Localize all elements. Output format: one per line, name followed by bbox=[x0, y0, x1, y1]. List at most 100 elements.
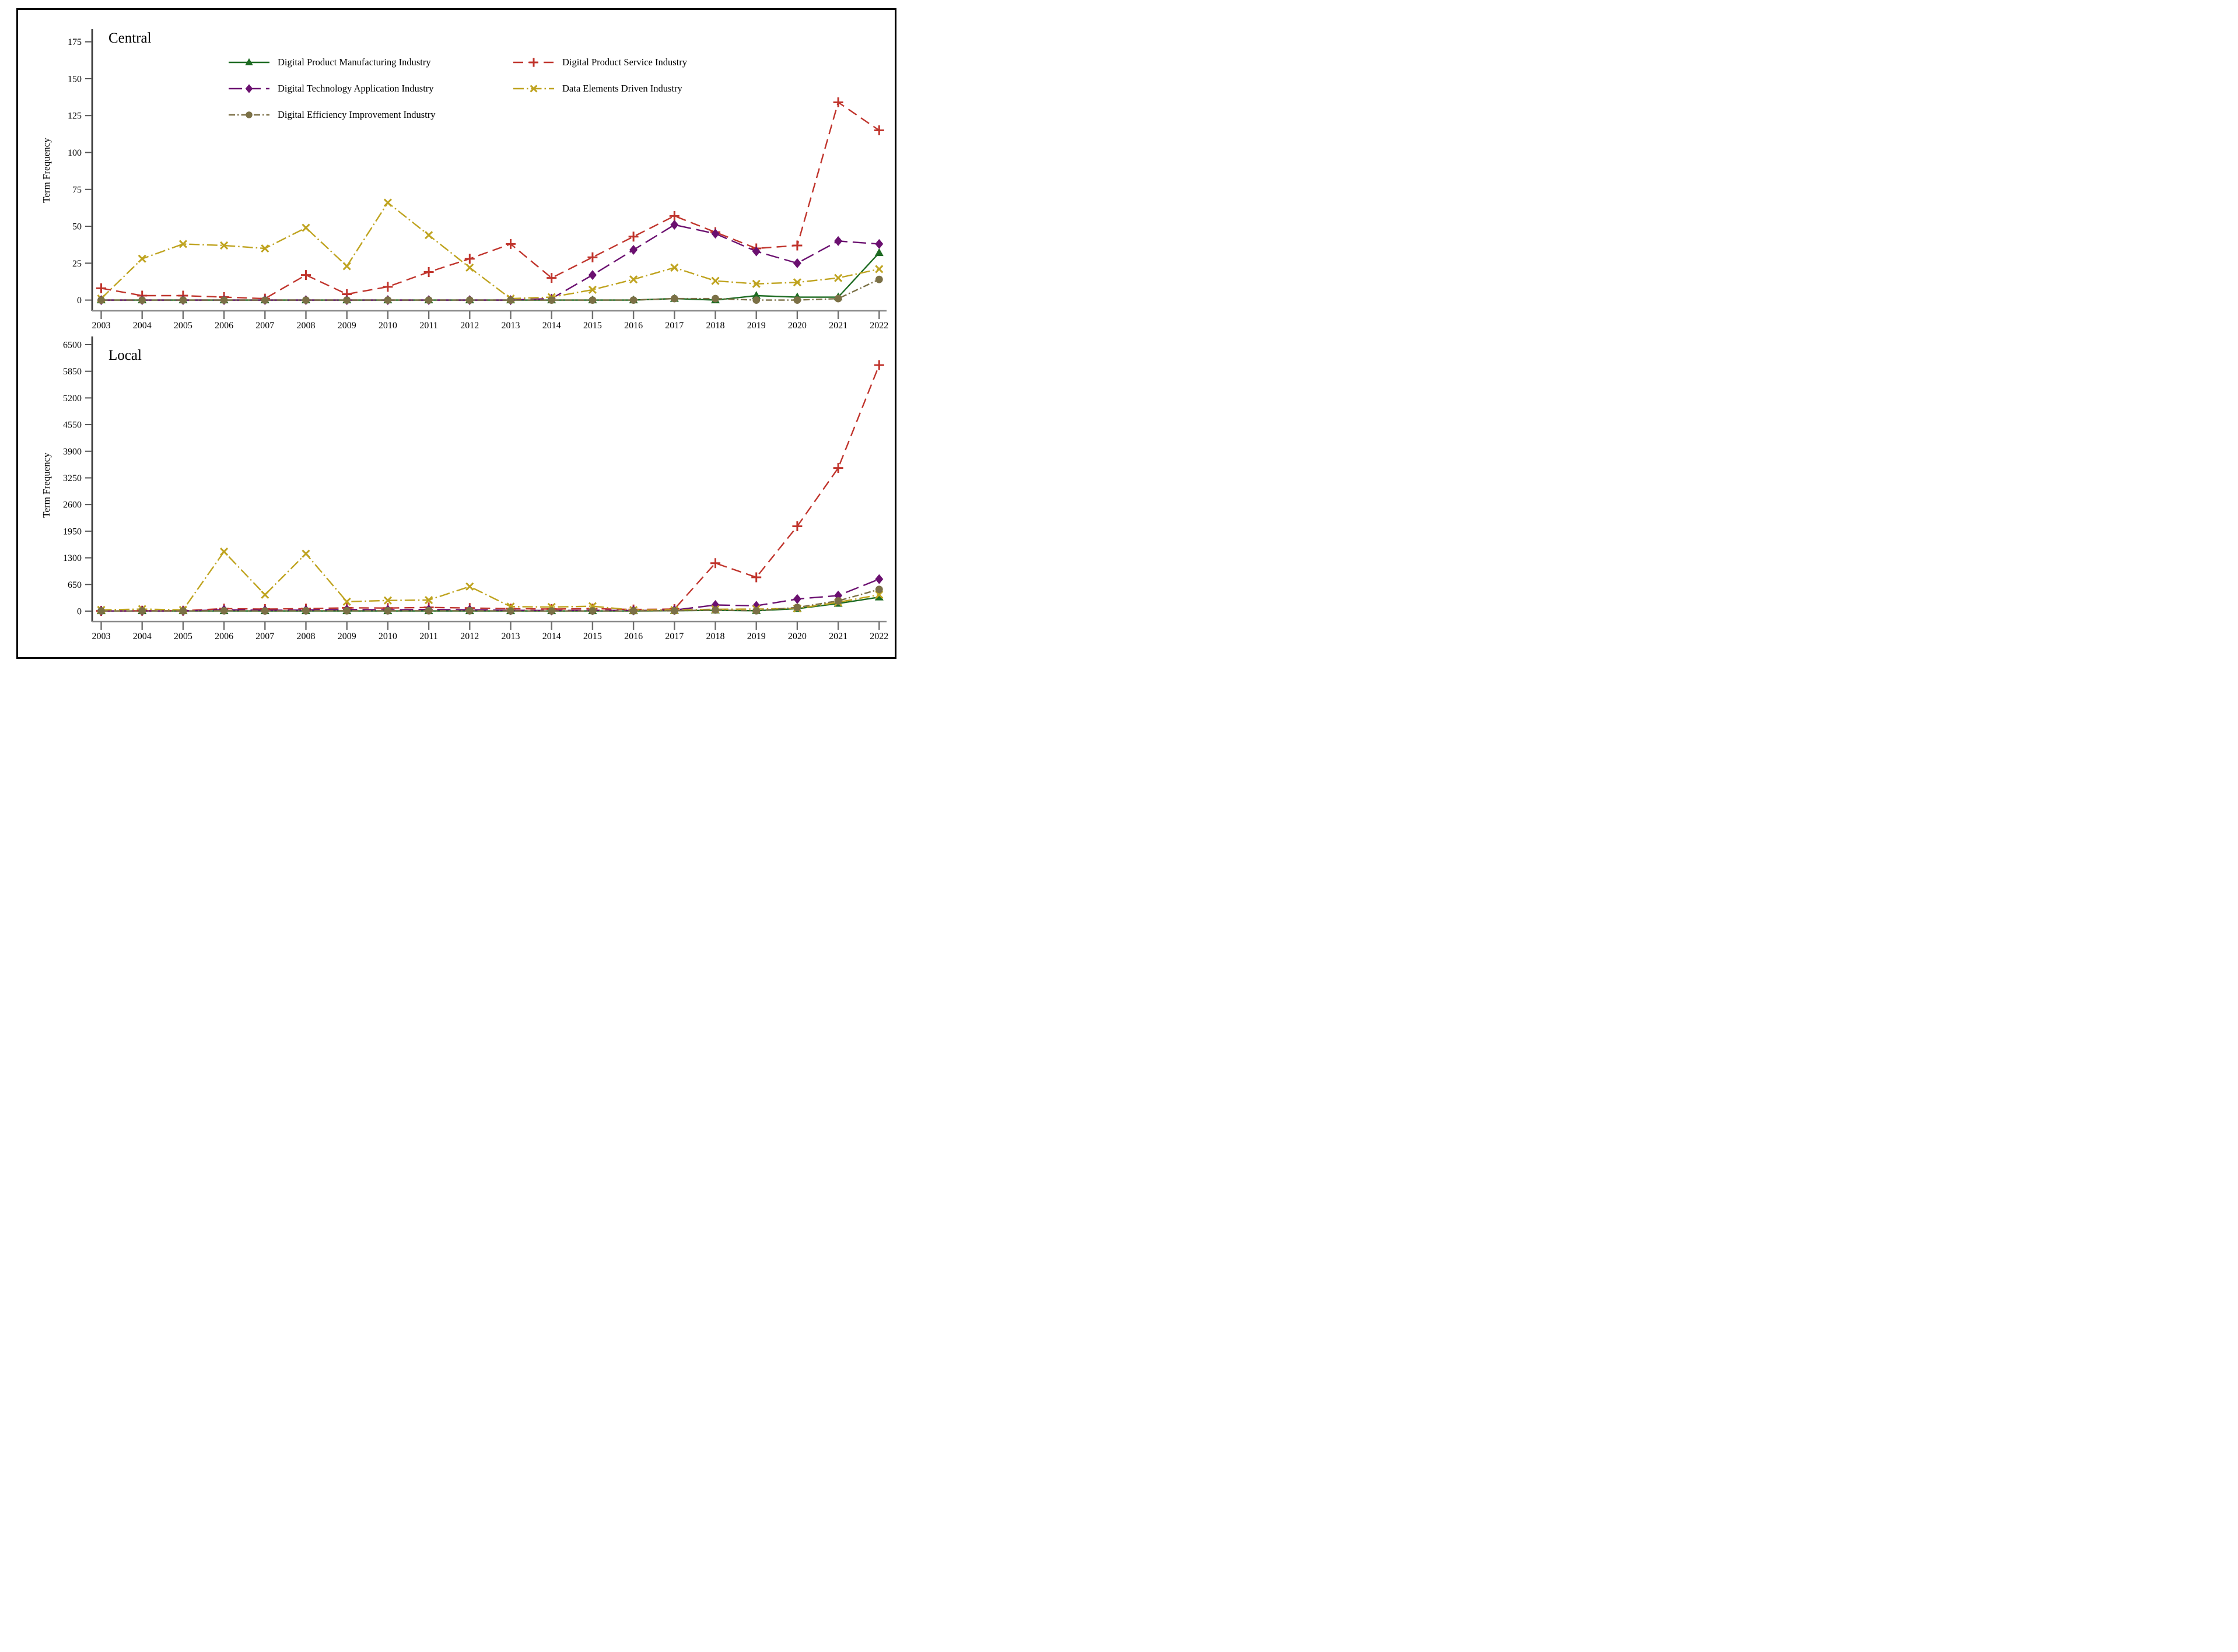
circle-marker bbox=[548, 607, 556, 615]
x-marker bbox=[530, 85, 538, 93]
plus-marker bbox=[833, 97, 843, 107]
x-marker bbox=[383, 198, 392, 207]
diamond-marker bbox=[875, 574, 884, 584]
x-tick-label: 2017 bbox=[665, 632, 684, 641]
legend-item-data-elements: Data Elements Driven Industry bbox=[512, 83, 682, 94]
x-tick-label: 2022 bbox=[870, 632, 888, 641]
y-tick-label: 2600 bbox=[63, 500, 82, 510]
circle-marker bbox=[834, 597, 842, 605]
x-tick-label: 2017 bbox=[665, 321, 684, 331]
circle-marker bbox=[670, 294, 678, 303]
circle-marker bbox=[548, 296, 556, 304]
x-marker bbox=[465, 582, 474, 591]
x-tick-label: 2012 bbox=[460, 632, 479, 641]
diamond-marker bbox=[834, 236, 843, 246]
legend-label-technology: Digital Technology Application Industry bbox=[278, 83, 434, 94]
y-tick-label: 3900 bbox=[63, 447, 82, 457]
circle-marker bbox=[507, 296, 514, 304]
circle-marker bbox=[384, 606, 392, 615]
circle-marker bbox=[834, 294, 842, 303]
diamond-marker bbox=[670, 220, 679, 230]
y-tick-label: 150 bbox=[68, 74, 82, 84]
series-line bbox=[101, 364, 880, 612]
series-data-elements-driven-industry bbox=[97, 198, 884, 303]
x-marker bbox=[588, 285, 597, 294]
series-line bbox=[101, 279, 880, 301]
legend-swatch-service bbox=[513, 58, 554, 67]
circle-marker bbox=[712, 606, 719, 614]
circle-marker bbox=[589, 296, 597, 304]
circle-marker bbox=[220, 296, 228, 304]
plus-marker bbox=[529, 58, 538, 67]
x-tick-label: 2007 bbox=[255, 632, 274, 641]
circle-marker bbox=[752, 606, 761, 615]
x-tick-label: 2013 bbox=[502, 321, 520, 331]
x-tick-label: 2013 bbox=[502, 632, 520, 641]
x-marker bbox=[834, 273, 843, 282]
plus-marker bbox=[792, 240, 803, 251]
term-frequency-figure: 0 25 50 75 100 125 150 175 2003 2004 2005 2006 2007 2… bbox=[0, 0, 913, 674]
diamond-marker bbox=[711, 229, 720, 239]
diamond-marker bbox=[245, 84, 253, 93]
diamond-marker bbox=[588, 270, 597, 280]
plus-marker bbox=[628, 232, 639, 242]
plus-marker bbox=[833, 463, 843, 473]
dual-panel-line-chart: 0 25 50 75 100 125 150 175 2003 2004 2005 2006 2007 2… bbox=[63, 29, 888, 641]
plus-marker bbox=[669, 211, 680, 221]
circle-marker bbox=[752, 296, 761, 304]
x-tick-label: 2016 bbox=[624, 632, 643, 641]
plus-marker bbox=[464, 254, 475, 264]
x-tick-label: 2012 bbox=[460, 321, 479, 331]
circle-marker bbox=[343, 296, 351, 304]
legend-label-manufacturing: Digital Product Manufacturing Industry bbox=[278, 57, 431, 68]
y-tick-label: 75 bbox=[72, 185, 82, 195]
x-tick-label: 2006 bbox=[215, 632, 233, 641]
x-tick-label: 2018 bbox=[706, 321, 725, 331]
x-marker bbox=[711, 276, 720, 285]
circle-marker bbox=[425, 296, 433, 304]
legend-label-data-elements: Data Elements Driven Industry bbox=[562, 83, 682, 94]
plus-marker bbox=[587, 252, 598, 262]
x-tick-label: 2009 bbox=[338, 321, 356, 331]
circle-marker bbox=[97, 296, 105, 304]
x-tick-label: 2008 bbox=[297, 321, 316, 331]
x-marker bbox=[302, 549, 310, 558]
circle-marker bbox=[629, 296, 638, 304]
circle-marker bbox=[179, 607, 187, 615]
series-line bbox=[100, 201, 880, 300]
circle-marker bbox=[138, 607, 146, 615]
x-marker bbox=[261, 244, 269, 253]
series-line bbox=[101, 224, 880, 301]
x-marker bbox=[342, 597, 351, 606]
circle-marker bbox=[261, 607, 269, 615]
series-digital-product-service-industry bbox=[96, 360, 884, 616]
x-tick-label: 2011 bbox=[419, 321, 437, 331]
plus-marker bbox=[506, 238, 516, 249]
x-tick-label: 2003 bbox=[92, 632, 111, 641]
x-tick-label: 2019 bbox=[747, 632, 766, 641]
circle-marker bbox=[138, 296, 146, 304]
x-marker bbox=[383, 596, 392, 605]
plus-marker bbox=[301, 270, 311, 280]
x-tick-label: 2021 bbox=[829, 321, 847, 331]
y-tick-label: 6500 bbox=[63, 340, 82, 350]
circle-marker bbox=[793, 604, 801, 612]
x-tick-label: 2020 bbox=[788, 321, 807, 331]
y-tick-label: 1950 bbox=[63, 527, 82, 536]
x-marker bbox=[342, 262, 351, 271]
x-tick-label: 2010 bbox=[379, 632, 397, 641]
legend-label-service: Digital Product Service Industry bbox=[562, 57, 688, 68]
x-tick-label: 2015 bbox=[583, 321, 602, 331]
circle-marker bbox=[712, 294, 719, 303]
y-axis-label-local: Term Frequency bbox=[41, 453, 52, 518]
legend-swatch-technology bbox=[229, 84, 269, 93]
y-tick-label: 0 bbox=[77, 296, 82, 306]
legend-swatch-manufacturing bbox=[229, 58, 269, 65]
circle-marker bbox=[875, 275, 883, 283]
circle-marker bbox=[302, 606, 310, 615]
x-tick-label: 2006 bbox=[215, 321, 233, 331]
circle-marker bbox=[629, 607, 638, 615]
x-marker bbox=[220, 547, 229, 556]
panel-central: 0 25 50 75 100 125 150 175 2003 2004 2005 2006 2007 2… bbox=[68, 29, 888, 331]
x-marker bbox=[425, 595, 433, 605]
